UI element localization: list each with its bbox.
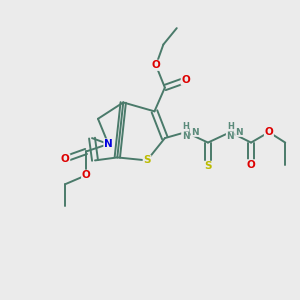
- Text: O: O: [181, 75, 190, 85]
- Text: O: O: [82, 170, 91, 180]
- Text: S: S: [204, 161, 212, 171]
- Text: O: O: [152, 60, 160, 70]
- Text: N: N: [191, 128, 198, 137]
- Text: H: H: [182, 122, 189, 131]
- Text: H: H: [227, 122, 234, 131]
- Text: O: O: [247, 160, 255, 170]
- Text: S: S: [143, 155, 151, 165]
- Text: N: N: [182, 132, 190, 141]
- Text: N: N: [236, 128, 243, 137]
- Text: H: H: [226, 128, 234, 137]
- Text: H: H: [182, 128, 190, 137]
- Text: N: N: [104, 139, 113, 149]
- Text: O: O: [265, 127, 273, 137]
- Text: O: O: [61, 154, 70, 164]
- Text: N: N: [226, 132, 234, 141]
